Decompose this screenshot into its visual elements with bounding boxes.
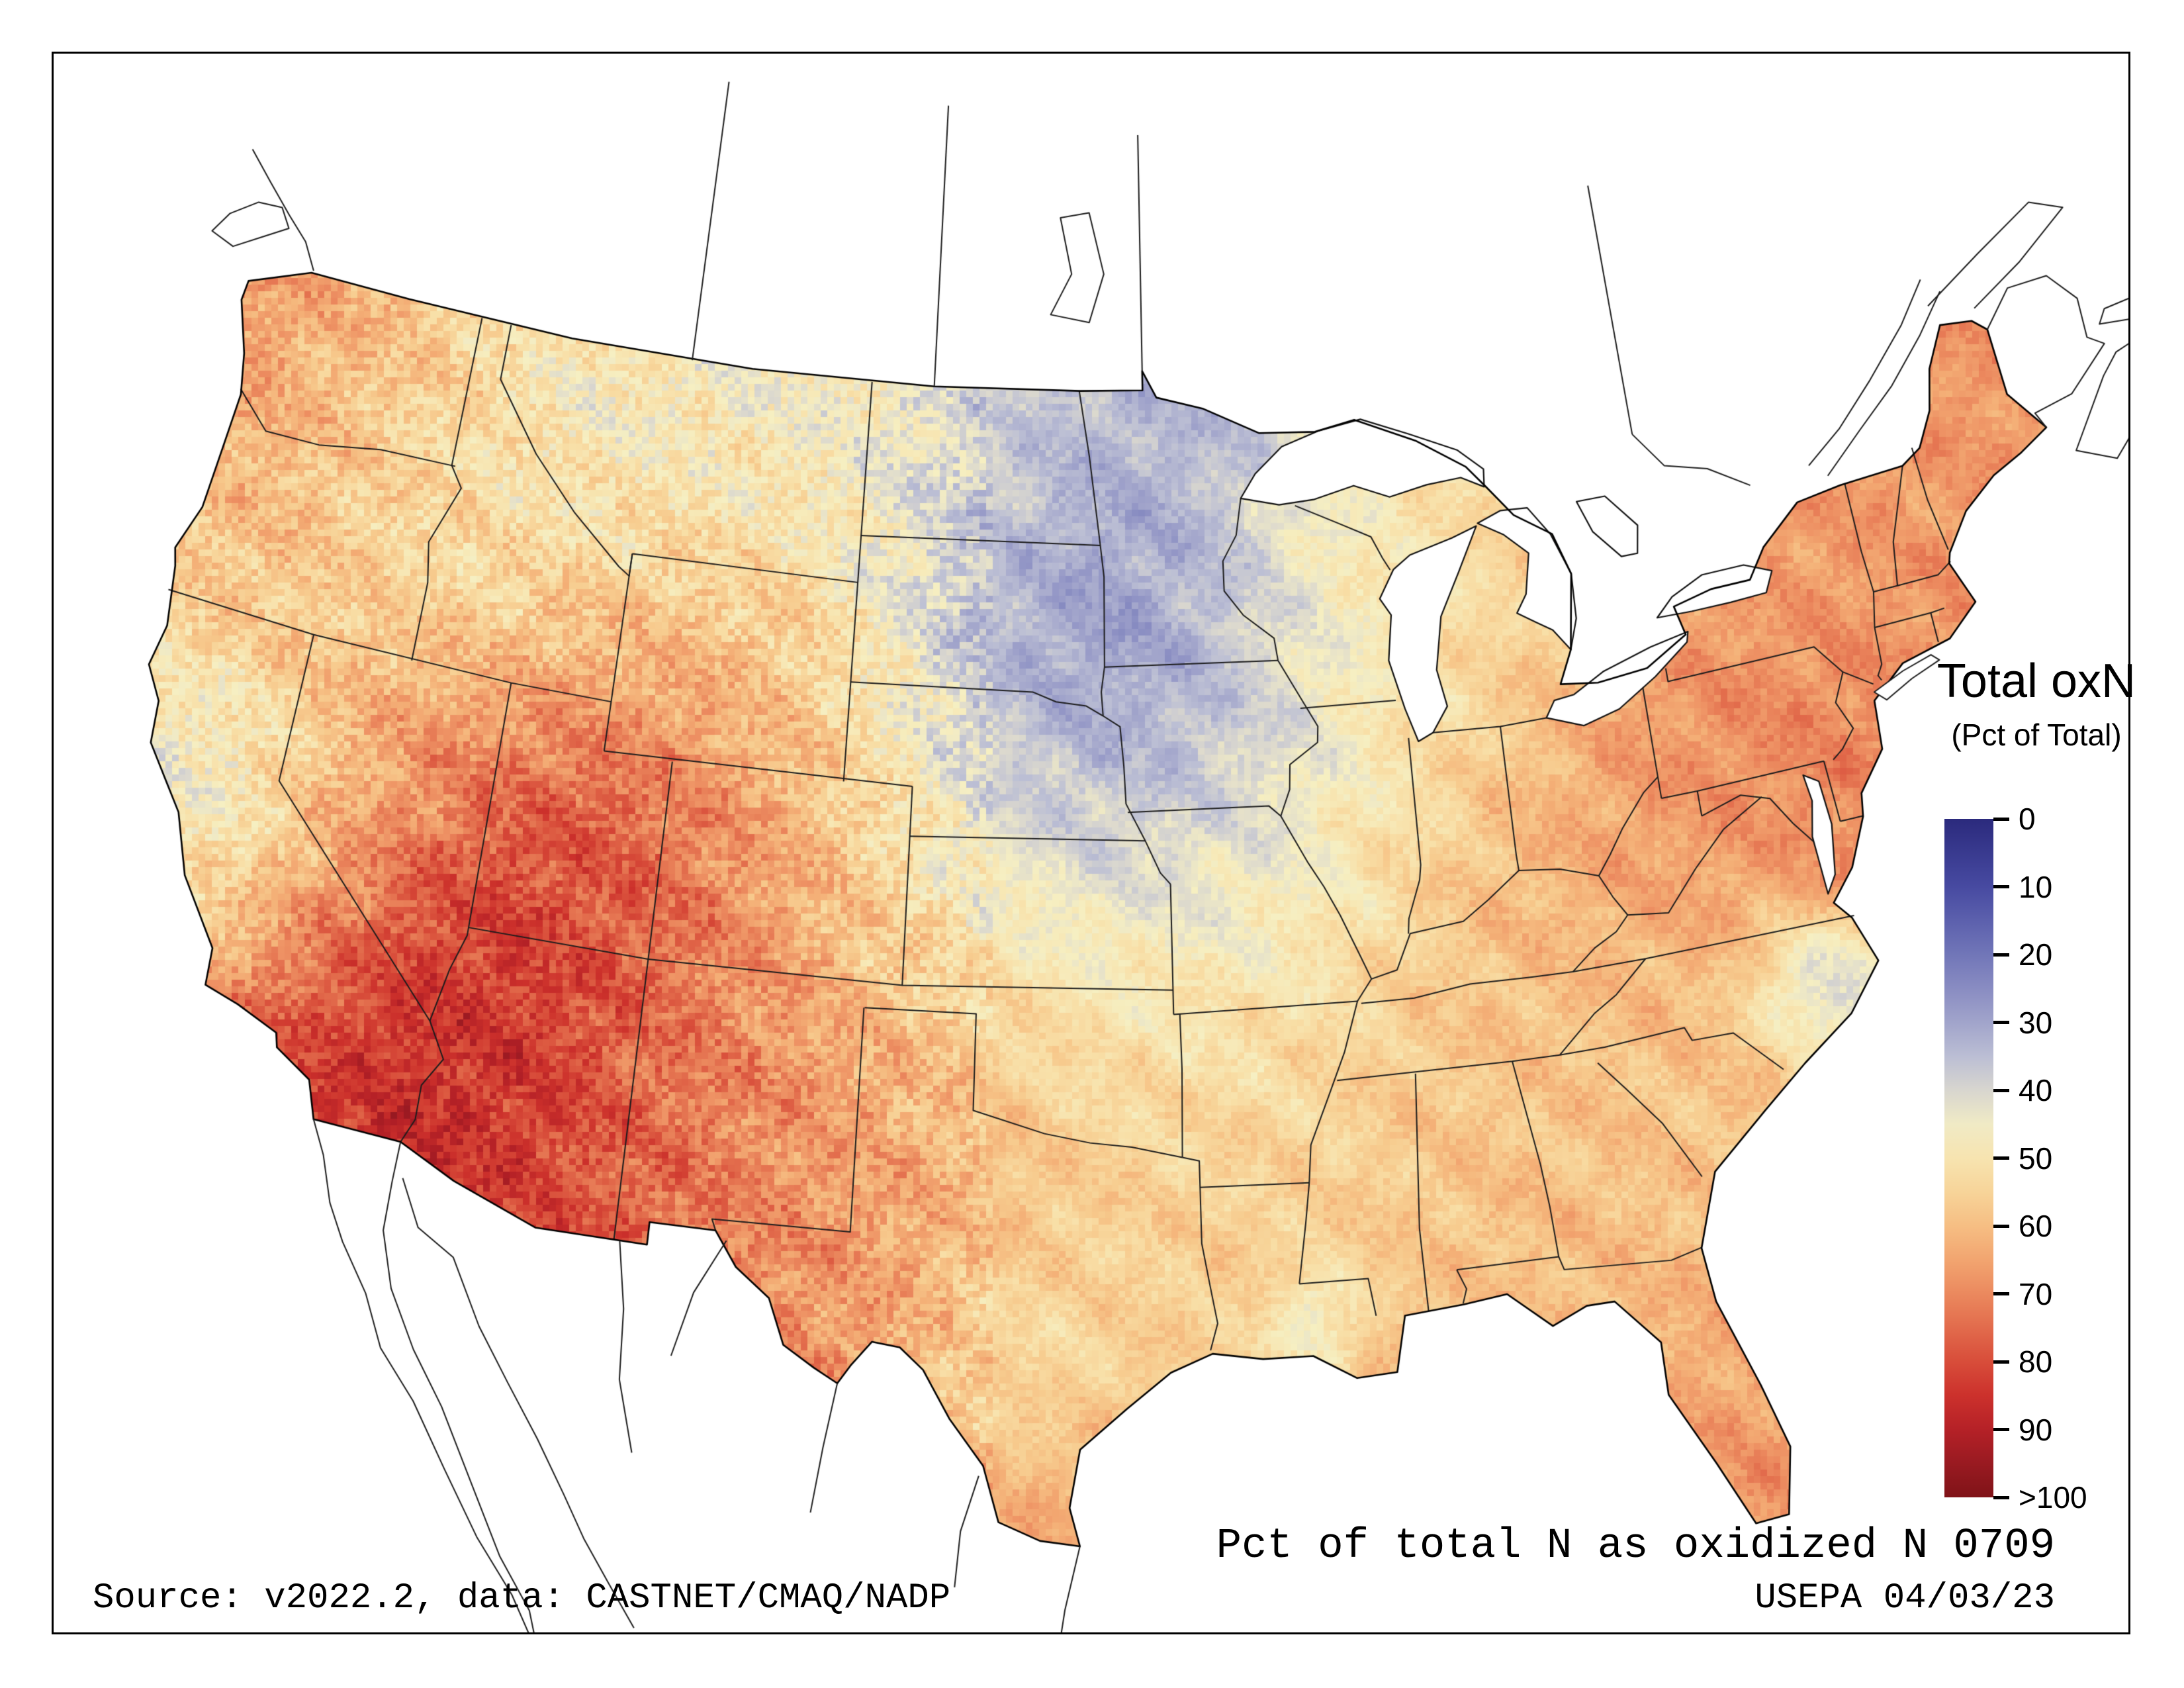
tick-mark-icon (1993, 817, 2009, 821)
colorbar-tick: 10 (1993, 869, 2052, 905)
colorbar-tick: 0 (1993, 801, 2036, 837)
legend: Total oxN (Pct of Total) (1894, 655, 2179, 753)
colorbar-tick: 50 (1993, 1141, 2052, 1176)
colorbar-tick: >100 (1993, 1479, 2087, 1515)
tick-label: 0 (2019, 802, 2036, 836)
tick-mark-icon (1993, 1021, 2009, 1024)
colorbar-ticks: 0 10 20 30 40 50 60 70 80 90 >100 (1993, 802, 2152, 1515)
tick-label: 60 (2019, 1209, 2053, 1243)
tick-mark-icon (1993, 1495, 2009, 1499)
colorbar-tick: 80 (1993, 1344, 2052, 1380)
tick-mark-icon (1993, 1088, 2009, 1092)
tick-mark-icon (1993, 1156, 2009, 1160)
legend-subtitle: (Pct of Total) (1951, 718, 2122, 753)
legend-title: Total oxN (1936, 655, 2136, 708)
tick-mark-icon (1993, 1360, 2009, 1364)
colorbar-gradient (1944, 819, 1993, 1497)
tick-label: 10 (2019, 869, 2053, 904)
tick-mark-icon (1993, 885, 2009, 888)
tick-label: 40 (2019, 1073, 2053, 1107)
colorbar-tick: 40 (1993, 1072, 2052, 1108)
tick-label: 20 (2019, 937, 2053, 972)
tick-mark-icon (1993, 1428, 2009, 1431)
tick-label: 30 (2019, 1005, 2053, 1040)
tick-label: 70 (2019, 1276, 2053, 1311)
tick-label: 50 (2019, 1141, 2053, 1176)
tick-label: 90 (2019, 1412, 2053, 1447)
colorbar-tick: 70 (1993, 1276, 2052, 1312)
colorbar-tick: 60 (1993, 1208, 2052, 1244)
tick-label: 80 (2019, 1344, 2053, 1379)
tick-mark-icon (1993, 1224, 2009, 1228)
colorbar-tick: 30 (1993, 1005, 2052, 1041)
colorbar-tick: 20 (1993, 937, 2052, 972)
plot-caption: Pct of total N as oxidized N 0709 (1216, 1523, 2055, 1570)
agency-date: USEPA 04/03/23 (1754, 1578, 2055, 1618)
tick-label: >100 (2019, 1480, 2087, 1515)
colorbar: 0 10 20 30 40 50 60 70 80 90 >100 (1944, 802, 2087, 1515)
tick-mark-icon (1993, 953, 2009, 957)
tick-mark-icon (1993, 1292, 2009, 1295)
source-note: Source: v2022.2, data: CASTNET/CMAQ/NADP (93, 1578, 951, 1618)
colorbar-tick: 90 (1993, 1412, 2052, 1448)
